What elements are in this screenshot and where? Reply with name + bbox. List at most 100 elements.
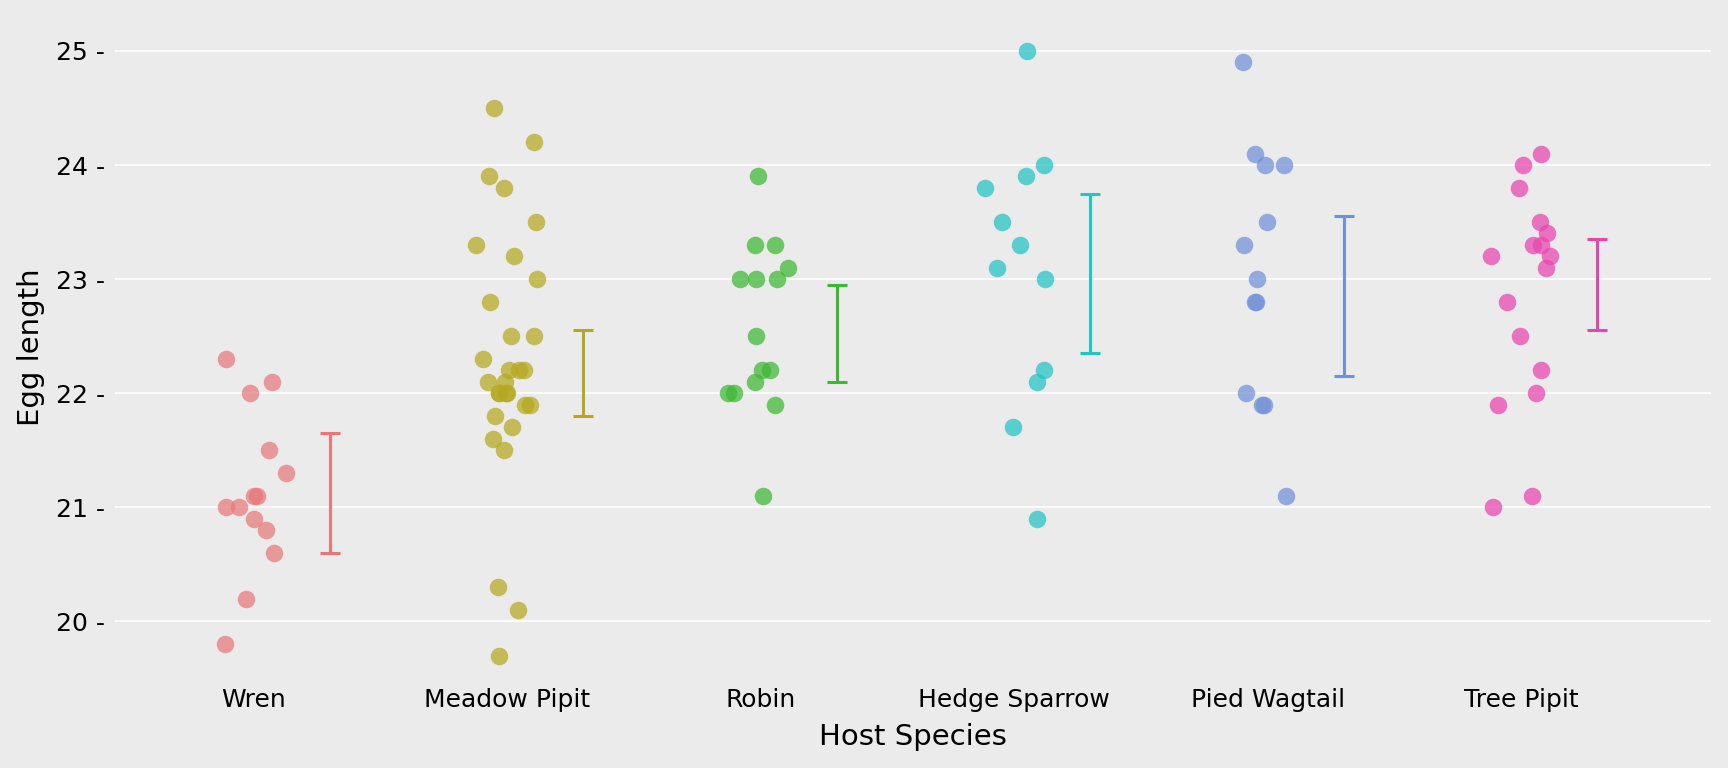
Point <box>473 376 501 388</box>
Point <box>1528 364 1555 376</box>
Point <box>745 170 772 183</box>
Point <box>505 364 532 376</box>
Point <box>237 387 264 399</box>
Point <box>491 182 518 194</box>
Point <box>505 604 532 616</box>
Point <box>748 490 776 502</box>
Point <box>492 387 520 399</box>
Point <box>760 399 788 411</box>
Point <box>484 581 511 594</box>
Point <box>748 364 776 376</box>
Point <box>764 273 791 285</box>
Point <box>271 467 299 479</box>
Point <box>1509 159 1536 171</box>
Point <box>242 490 270 502</box>
Point <box>240 512 268 525</box>
Point <box>741 273 769 285</box>
Point <box>1533 262 1560 274</box>
Point <box>1484 399 1512 411</box>
Point <box>1519 239 1547 251</box>
Point <box>971 182 999 194</box>
Point <box>511 399 539 411</box>
Point <box>259 376 287 388</box>
Point <box>520 330 548 343</box>
Point <box>1023 376 1051 388</box>
Point <box>1013 170 1040 183</box>
Point <box>501 250 529 263</box>
Point <box>470 353 498 365</box>
Point <box>1533 227 1560 240</box>
Point <box>741 376 769 388</box>
X-axis label: Host Species: Host Species <box>819 723 1007 751</box>
Point <box>252 524 280 536</box>
Point <box>491 376 518 388</box>
Point <box>475 296 503 308</box>
Point <box>520 136 548 148</box>
Point <box>492 387 520 399</box>
Point <box>1232 387 1260 399</box>
Point <box>1007 239 1035 251</box>
Point <box>1241 296 1268 308</box>
Point <box>213 353 240 365</box>
Point <box>475 170 503 183</box>
Point <box>480 102 508 114</box>
Point <box>1522 387 1550 399</box>
Point <box>1013 45 1040 57</box>
Point <box>762 239 790 251</box>
Point <box>496 364 524 376</box>
Point <box>1241 147 1268 160</box>
Point <box>1528 239 1555 251</box>
Point <box>774 262 802 274</box>
Point <box>1270 159 1298 171</box>
Point <box>256 444 283 456</box>
Point <box>491 444 518 456</box>
Point <box>213 502 240 514</box>
Point <box>1251 159 1279 171</box>
Point <box>261 547 289 559</box>
Point <box>225 502 252 514</box>
Point <box>524 273 551 285</box>
Point <box>1244 273 1272 285</box>
Point <box>498 422 525 434</box>
Point <box>1030 364 1058 376</box>
Point <box>983 262 1011 274</box>
Point <box>1230 239 1258 251</box>
Point <box>1493 296 1521 308</box>
Point <box>240 490 268 502</box>
Point <box>1272 490 1299 502</box>
Point <box>721 387 748 399</box>
Point <box>510 364 537 376</box>
Point <box>463 239 491 251</box>
Point <box>1030 159 1058 171</box>
Point <box>1536 250 1564 263</box>
Point <box>1479 502 1507 514</box>
Point <box>999 422 1026 434</box>
Point <box>1023 512 1051 525</box>
Point <box>232 592 259 604</box>
Point <box>988 216 1016 228</box>
Point <box>498 330 525 343</box>
Point <box>211 638 238 650</box>
Point <box>1517 490 1545 502</box>
Y-axis label: Egg length: Egg length <box>17 269 45 426</box>
Point <box>1505 182 1533 194</box>
Point <box>1528 147 1555 160</box>
Point <box>714 387 741 399</box>
Point <box>726 273 753 285</box>
Point <box>1526 216 1553 228</box>
Point <box>1230 56 1258 68</box>
Point <box>743 330 771 343</box>
Point <box>1253 216 1280 228</box>
Point <box>517 399 544 411</box>
Point <box>522 216 550 228</box>
Point <box>486 387 513 399</box>
Point <box>1032 273 1059 285</box>
Point <box>482 410 510 422</box>
Point <box>1242 296 1270 308</box>
Point <box>1505 330 1533 343</box>
Point <box>1477 250 1505 263</box>
Point <box>1251 399 1279 411</box>
Point <box>486 650 513 662</box>
Point <box>486 387 513 399</box>
Point <box>1248 399 1275 411</box>
